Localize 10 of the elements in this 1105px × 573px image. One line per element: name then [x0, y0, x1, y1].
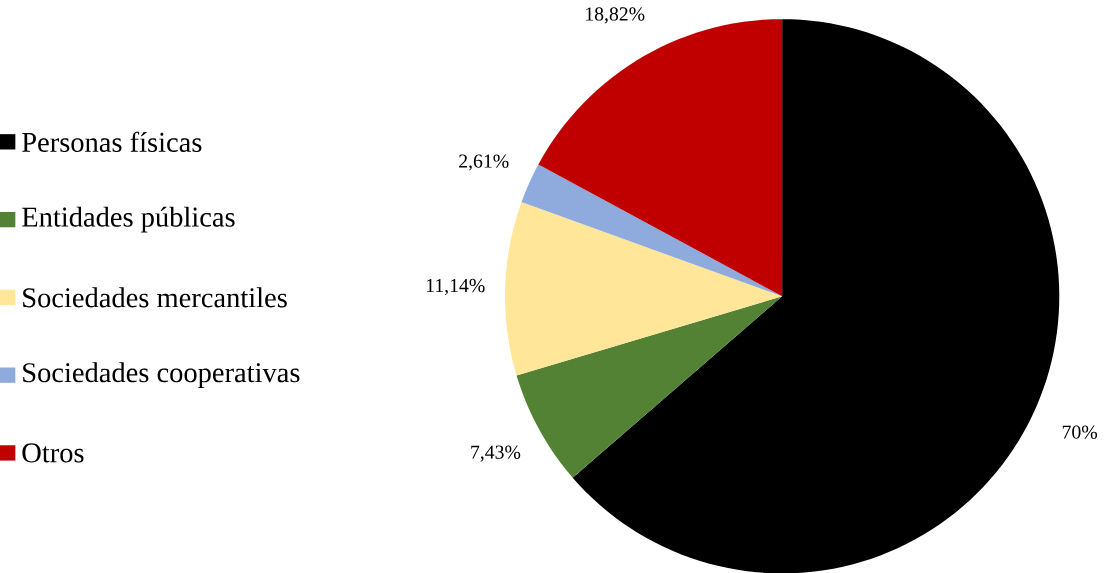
data-label: 18,82%: [586, 7, 645, 24]
legend-label: Otros: [22, 443, 84, 463]
data-label: 2,61%: [459, 154, 509, 171]
legend-label: Sociedades mercantiles: [23, 287, 287, 308]
legend-label: Personas físicas: [22, 131, 202, 152]
legend-label: Sociedades cooperativas: [23, 362, 300, 388]
data-label: 11,14%: [426, 278, 485, 295]
legend-label: Entidades públicas: [22, 206, 235, 233]
data-label: 7,43%: [471, 445, 521, 462]
data-label: 70%: [1062, 425, 1098, 439]
